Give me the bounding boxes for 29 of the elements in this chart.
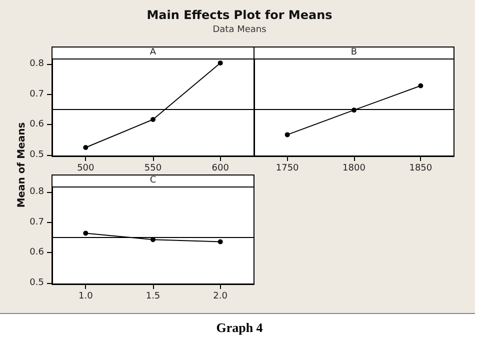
- point: [218, 60, 223, 66]
- x-tick-label: 1850: [409, 164, 432, 174]
- point: [150, 117, 156, 122]
- y-tick-label: 0.7: [30, 89, 44, 100]
- chart-title: A: [150, 48, 157, 58]
- caption: Graph 4: [215, 320, 264, 336]
- y-tick-label: 0.5: [30, 150, 44, 160]
- x-tick-label: 1800: [342, 164, 366, 174]
- point: [83, 144, 88, 150]
- x-tick-label: 1.5: [146, 292, 160, 302]
- chart-title: B: [350, 48, 358, 58]
- y-tick-label: 0.8: [30, 58, 44, 69]
- y-axis-title: Mean of Means: [16, 122, 28, 208]
- y-tick-label: 0.6: [30, 248, 44, 258]
- point: [83, 230, 88, 236]
- text: Main Effects Plot for Means: [146, 8, 334, 22]
- x-tick-label: 1.0: [78, 292, 94, 302]
- chart-title: C: [150, 176, 156, 186]
- y-tick-label: 0.6: [30, 120, 44, 130]
- text: Data Means: [212, 25, 268, 35]
- x-tick-label: 1750: [276, 164, 300, 174]
- x-tick-label: 500: [77, 164, 95, 174]
- x-tick-label: 2.0: [213, 292, 228, 302]
- x-tick-label: 550: [144, 164, 162, 174]
- y-tick-label: 0.5: [30, 278, 44, 288]
- y-tick-label: 0.8: [30, 186, 44, 197]
- y-tick-label: 0.7: [30, 217, 44, 228]
- x-tick-label: 600: [212, 164, 230, 174]
- point: [218, 239, 223, 244]
